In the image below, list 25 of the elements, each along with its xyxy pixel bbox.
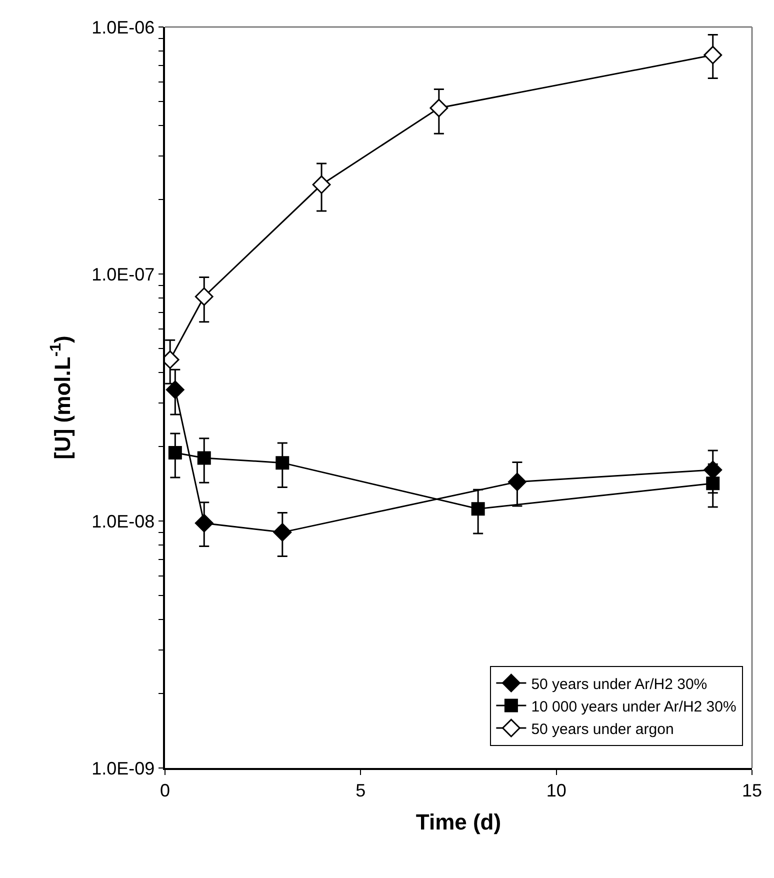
x-axis-title: Time (d) [416, 810, 502, 835]
y-tick-label: 1.0E-06 [92, 17, 155, 38]
legend-label: 50 years under argon [531, 720, 674, 738]
point [276, 456, 290, 470]
point [508, 472, 526, 492]
point [312, 175, 331, 194]
point [194, 514, 214, 532]
point [166, 380, 184, 399]
x-tick-label: 10 [546, 780, 566, 800]
point [430, 98, 448, 118]
y-tick-label: 1.0E-09 [92, 758, 155, 778]
y-tick-label: 1.0E-08 [92, 511, 155, 532]
x-tick-label: 0 [160, 780, 170, 800]
x-tick-label: 15 [742, 780, 762, 800]
legend-label: 50 years under Ar/H2 30% [531, 676, 708, 693]
point [273, 523, 292, 542]
point [706, 476, 720, 490]
point [704, 46, 722, 64]
point [197, 451, 211, 465]
point [471, 502, 485, 516]
point [194, 287, 214, 306]
y-tick-label: 1.0E-07 [92, 264, 155, 284]
point [168, 446, 182, 460]
x-tick-label: 5 [356, 780, 366, 800]
legend-label: 10 000 years under Ar/H2 30% [531, 698, 736, 716]
